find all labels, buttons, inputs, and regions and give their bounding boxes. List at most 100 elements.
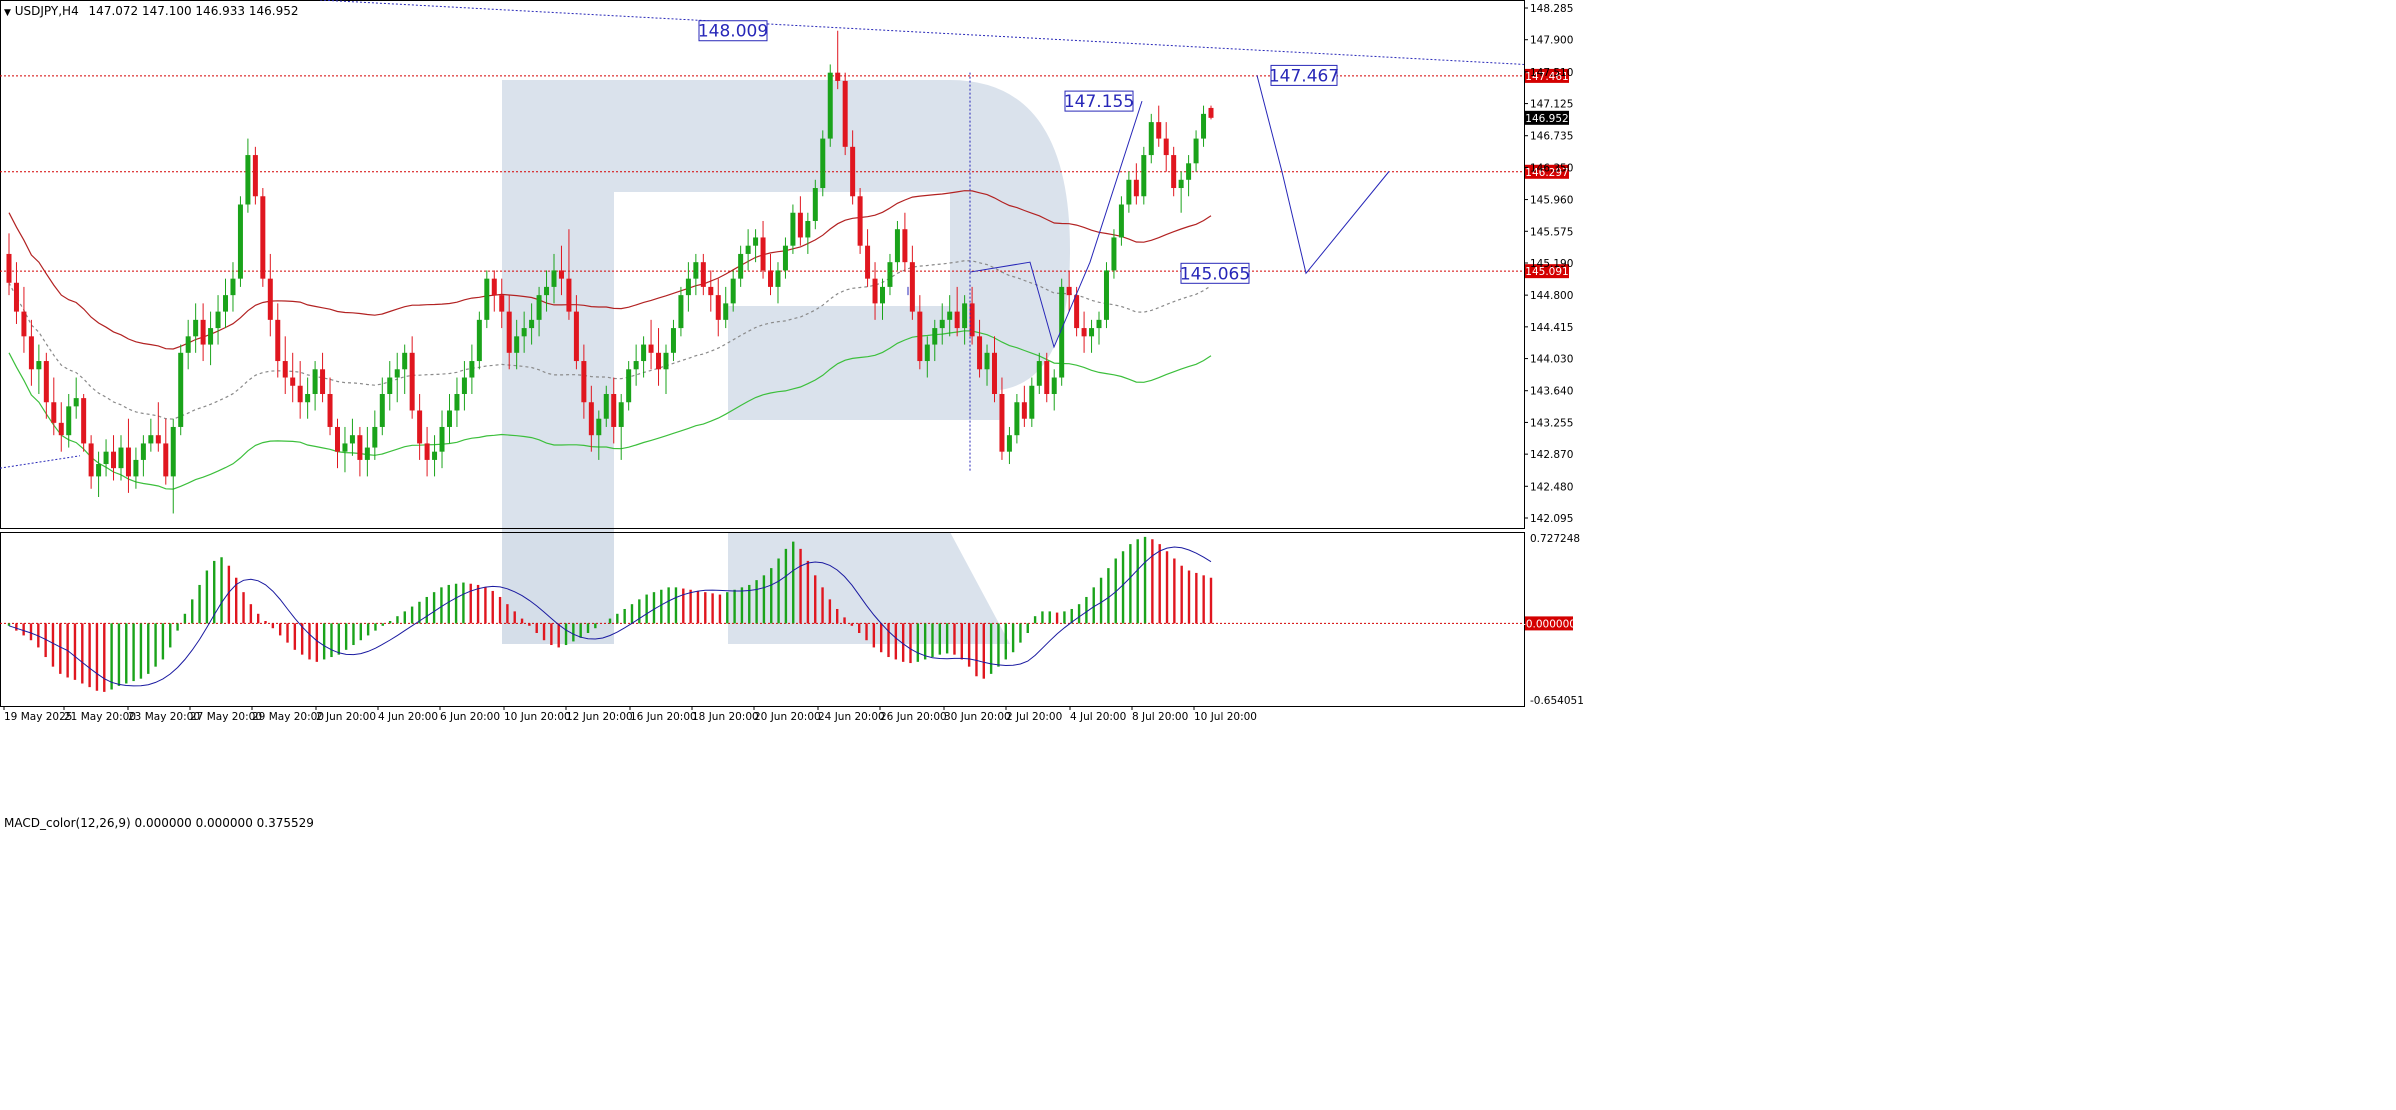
price-tick-label: 147.125	[1530, 99, 1573, 111]
ma-lower-line	[8, 330, 1212, 490]
candle-body	[402, 352, 408, 370]
candle-body	[81, 398, 87, 444]
trendline-upper	[319, 0, 1525, 65]
macd-histogram	[0, 536, 1524, 692]
candle-body	[753, 237, 759, 246]
symbol-name: USDJPY,H4	[14, 4, 79, 18]
price-tick-label: 144.800	[1530, 290, 1573, 302]
candle-body	[297, 385, 303, 403]
candle-body	[155, 435, 161, 444]
candle-body	[13, 282, 19, 312]
candle-body	[1201, 113, 1207, 139]
candle-body	[178, 352, 184, 427]
candle-body	[558, 270, 564, 279]
candle-body	[394, 369, 400, 378]
time-tick-label: 19 May 2025	[4, 711, 72, 723]
level-price-tag	[1525, 264, 1569, 279]
candle-body	[656, 352, 662, 370]
macd-zero-tag	[1525, 616, 1573, 631]
candle-body	[947, 311, 953, 320]
candle-body	[932, 328, 938, 345]
candle-body	[118, 447, 124, 469]
candle-body	[977, 336, 983, 370]
candle-body	[230, 278, 236, 296]
candle-body	[342, 443, 348, 452]
candle-body	[200, 319, 206, 345]
candle-body	[185, 336, 191, 353]
macd-pane-border	[0, 532, 1525, 707]
candle-body	[618, 402, 624, 427]
candle-body	[760, 237, 766, 271]
candle-body	[880, 286, 886, 304]
price-tick-label: 147.510	[1530, 67, 1573, 79]
candle-body	[1133, 179, 1139, 197]
candle-body	[700, 262, 706, 287]
candle-body	[1208, 107, 1214, 118]
candle-body	[1081, 328, 1087, 337]
candle-body	[991, 352, 997, 395]
candle-body	[894, 229, 900, 263]
candle-body	[805, 220, 811, 238]
annotation-label: 147.467	[1269, 66, 1339, 86]
candle-body	[282, 361, 288, 378]
candle-body	[544, 286, 550, 296]
time-tick-label: 10 Jun 20:00	[504, 711, 571, 723]
candle-body	[484, 278, 490, 320]
macd-zero-label: -0.000000	[1522, 618, 1576, 630]
candle-body	[96, 464, 102, 477]
candle-body	[103, 451, 109, 465]
candle-body	[320, 369, 326, 395]
candle-body	[499, 295, 505, 312]
candle-body	[924, 344, 930, 362]
price-tick-label: 144.030	[1530, 354, 1573, 366]
candle-body	[588, 402, 594, 436]
candle-body	[349, 435, 355, 444]
candle-body	[909, 262, 915, 312]
annotation-label: 145.065	[1180, 264, 1250, 284]
candle-body	[730, 278, 736, 304]
candle-body	[148, 435, 154, 444]
watermark-leg	[728, 532, 1010, 644]
candle-body	[1163, 138, 1169, 156]
candle-body	[1006, 435, 1012, 452]
price-annotations: 148.009 147.155 147.467 145.065	[698, 20, 1339, 284]
price-tick-label: 143.640	[1530, 386, 1573, 398]
candle-body	[551, 270, 557, 287]
candle-body	[850, 146, 856, 197]
time-tick-label: 18 Jun 20:00	[692, 711, 759, 723]
annotation-box	[698, 20, 768, 42]
time-tick-label: 4 Jul 20:00	[1070, 711, 1126, 723]
candle-body	[529, 319, 535, 329]
candle-body	[290, 377, 296, 386]
candle-body	[1156, 122, 1162, 139]
time-tick-label: 27 May 20:00	[190, 711, 262, 723]
candle-body	[1186, 163, 1192, 180]
wave-path	[969, 100, 1143, 349]
time-tick-label: 8 Jul 20:00	[1132, 711, 1188, 723]
candle-body	[902, 229, 908, 263]
candle-body	[417, 410, 423, 444]
candle-body	[1178, 179, 1184, 189]
candle-body	[887, 262, 893, 287]
candle-body	[357, 435, 363, 460]
candle-body	[693, 262, 699, 279]
candle-body	[170, 426, 176, 477]
level-price-label: 147.461	[1525, 71, 1568, 83]
candle-body	[312, 369, 318, 395]
price-tick-label: 145.190	[1530, 258, 1573, 270]
candle-body	[641, 344, 647, 362]
candle-body	[939, 319, 945, 329]
macd-bottom-label: -0.654051	[1530, 695, 1584, 707]
candle-body	[1029, 385, 1035, 419]
level-price-label: 146.297	[1525, 167, 1568, 179]
candle-body	[611, 394, 617, 427]
dropdown-triangle-icon[interactable]: ▼	[4, 8, 11, 18]
candle-body	[1111, 237, 1117, 271]
candle-body	[633, 361, 639, 370]
candle-body	[260, 196, 266, 279]
candle-body	[1171, 155, 1177, 189]
chart-frame	[0, 0, 1525, 707]
candle-body	[379, 394, 385, 427]
